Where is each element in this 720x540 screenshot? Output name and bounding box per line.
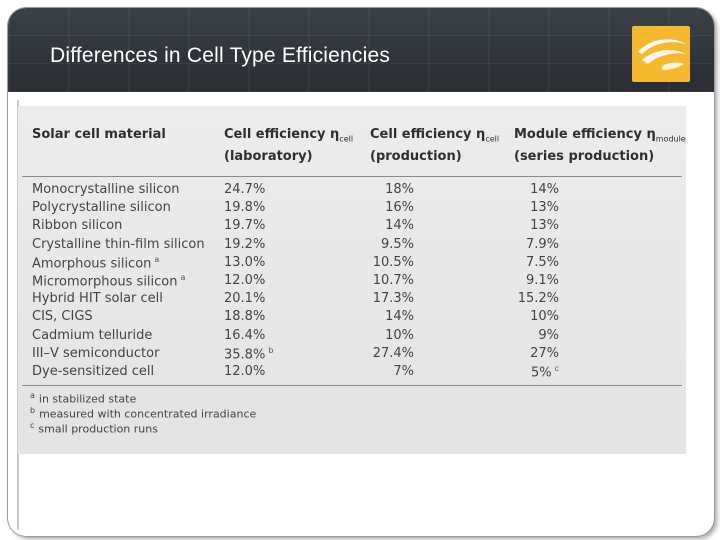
- cell-module: 14%: [530, 182, 559, 197]
- cell-prod: 18%: [385, 182, 414, 197]
- cell-module: 15.2%: [517, 291, 559, 307]
- table-row: Amorphous silicon a 13.0% 10.5% 7.5%: [18, 255, 686, 273]
- table-row: Ribbon silicon 19.7% 14% 13%: [18, 218, 686, 236]
- table-row: Hybrid HIT solar cell 20.1% 17.3% 15.2%: [18, 291, 686, 309]
- cell-prod: 10.7%: [372, 273, 414, 288]
- table-row: Dye-sensitized cell 12.0% 7% 5% c: [18, 364, 686, 382]
- table-row: Micromorphous silicon a 12.0% 10.7% 9.1%: [18, 273, 686, 291]
- header-module-efficiency: Module efficiency ηmodule (series produc…: [514, 127, 686, 164]
- header-lab-efficiency: Cell efficiency ηcell (laboratory): [224, 127, 354, 164]
- cell-module: 13%: [530, 218, 559, 234]
- cell-prod: 10%: [385, 327, 414, 343]
- cell-lab: 35.8% b: [224, 345, 274, 363]
- cell-lab: 18.8%: [224, 309, 266, 325]
- cell-material: CIS, CIGS: [32, 309, 93, 325]
- title-bar: Differences in Cell Type Efficiencies: [8, 8, 714, 92]
- cell-prod: 14%: [385, 218, 414, 234]
- cell-material: Crystalline thin-film silicon: [32, 236, 205, 252]
- header-rule: [22, 176, 682, 177]
- table-row: CIS, CIGS 18.8% 14% 10%: [18, 309, 686, 327]
- footnote: c small production runs: [30, 421, 158, 436]
- cell-material: Hybrid HIT solar cell: [32, 291, 163, 307]
- cell-module: 27%: [530, 345, 559, 361]
- cell-material: III–V semiconductor: [32, 345, 160, 361]
- table-row: Monocrystalline silicon 24.7% 18% 14%: [18, 182, 686, 200]
- cell-lab: 19.7%: [224, 218, 266, 234]
- cell-lab: 24.7%: [224, 182, 266, 197]
- cell-lab: 12.0%: [224, 273, 266, 288]
- cell-lab: 19.8%: [224, 200, 266, 216]
- cell-module: 9%: [538, 327, 559, 343]
- cell-prod: 9.5%: [380, 236, 414, 252]
- cell-module: 9.1%: [525, 273, 559, 288]
- header-material: Solar cell material: [32, 127, 166, 142]
- cell-module: 7.9%: [525, 236, 559, 252]
- cell-module: 5% c: [530, 364, 559, 381]
- cell-prod: 27.4%: [372, 345, 414, 361]
- table-row: Polycrystalline silicon 19.8% 16% 13%: [18, 200, 686, 218]
- table-row: Cadmium telluride 16.4% 10% 9%: [18, 328, 686, 346]
- footer-rule: [22, 385, 682, 386]
- cell-material: Polycrystalline silicon: [32, 200, 171, 216]
- cell-prod: 17.3%: [372, 291, 414, 307]
- cell-lab: 13.0%: [224, 254, 266, 270]
- cell-material: Dye-sensitized cell: [32, 364, 155, 379]
- footnote: b measured with concentrated irradiance: [30, 406, 257, 421]
- cell-prod: 10.5%: [372, 254, 414, 270]
- cell-module: 13%: [530, 200, 559, 216]
- footnote: a in stabilized state: [30, 391, 137, 406]
- cell-material: Micromorphous silicon a: [32, 273, 186, 290]
- cell-material: Amorphous silicon a: [32, 254, 160, 272]
- cell-module: 10%: [530, 309, 559, 325]
- table-row: Crystalline thin-film silicon 19.2% 9.5% 7.…: [18, 237, 686, 255]
- logo-icon: [632, 26, 690, 82]
- cell-material: Cadmium telluride: [32, 327, 153, 343]
- table-row: III–V semiconductor 35.8% b 27.4% 27%: [18, 346, 686, 364]
- cell-lab: 20.1%: [224, 291, 266, 307]
- cell-prod: 16%: [385, 200, 414, 216]
- cell-lab: 19.2%: [224, 236, 266, 252]
- cell-lab: 16.4%: [224, 327, 266, 343]
- cell-material: Ribbon silicon: [32, 218, 123, 234]
- header-production-efficiency: Cell efficiency ηcell (production): [370, 127, 500, 164]
- cell-prod: 7%: [393, 364, 414, 379]
- efficiency-table: Solar cell material Cell efficiency ηcel…: [18, 106, 686, 454]
- cell-module: 7.5%: [525, 254, 559, 270]
- slide-title: Differences in Cell Type Efficiencies: [50, 44, 391, 67]
- cell-material: Monocrystalline silicon: [32, 182, 180, 197]
- cell-lab: 12.0%: [224, 364, 266, 379]
- cell-prod: 14%: [385, 309, 414, 325]
